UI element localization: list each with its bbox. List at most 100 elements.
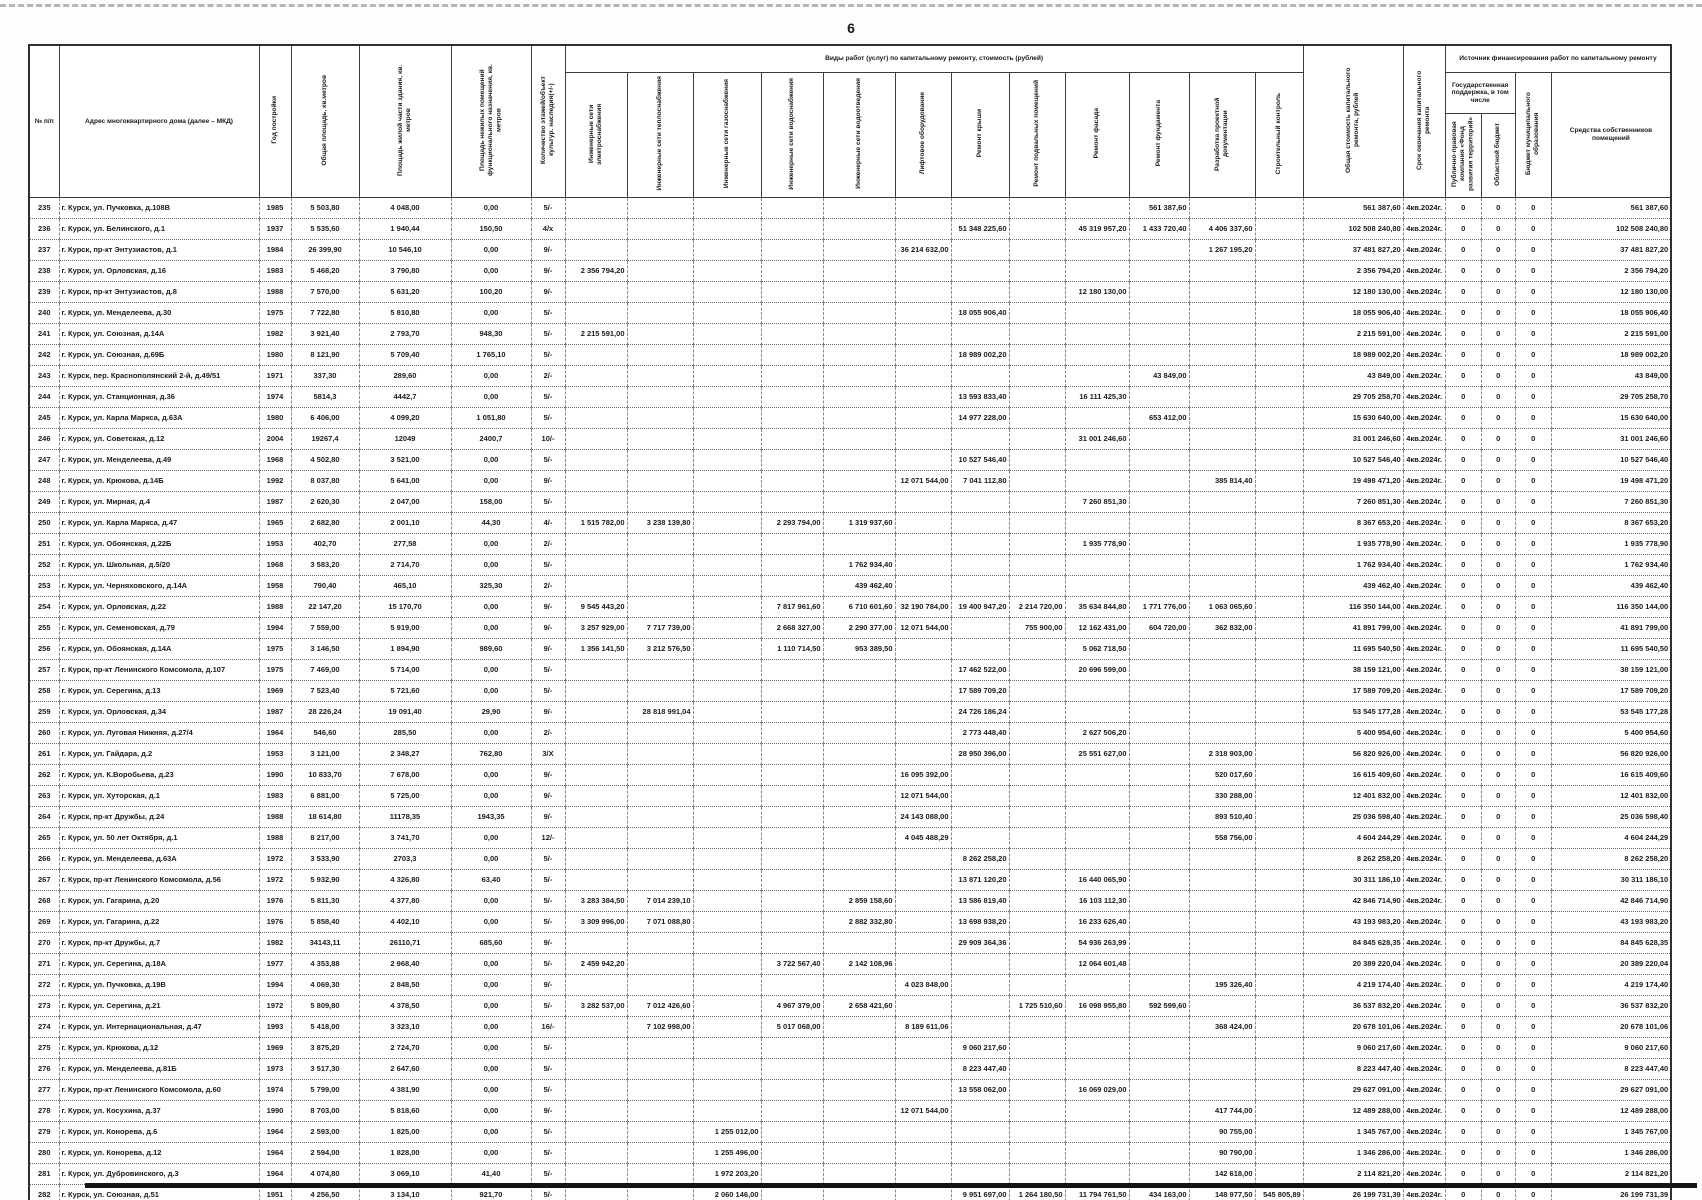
cell-facade <box>1064 343 1130 366</box>
cell-area_nonliving: 29,90 <box>450 700 532 723</box>
cell-area_living: 2703,3 <box>358 847 452 870</box>
cell-foundation <box>1128 952 1190 975</box>
cell-foundation <box>1128 343 1190 366</box>
cell-electric <box>564 238 628 261</box>
cell-deadline: 4кв.2024г. <box>1402 490 1446 513</box>
cell-year: 1964 <box>258 721 292 744</box>
cell-elevator: 36 214 632,00 <box>894 238 952 261</box>
cell-gas <box>692 847 762 870</box>
cell-total_cost: 12 180 130,00 <box>1302 280 1404 303</box>
cell-floors: 5/- <box>530 322 566 345</box>
cell-area_nonliving: 0,00 <box>450 973 532 996</box>
cell-sewerage <box>822 784 896 807</box>
cell-region_budget: 0 <box>1480 238 1516 261</box>
cell-water <box>760 931 824 954</box>
cell-region_budget: 0 <box>1480 280 1516 303</box>
cell-basement <box>1008 406 1066 429</box>
cell-heating: 7 071 088,80 <box>626 910 694 933</box>
table-row: 261 г. Курск, ул. Гайдара, д.2 1953 3 121,0… <box>28 742 1672 765</box>
cell-foundation <box>1128 322 1190 345</box>
cell-foundation <box>1128 469 1190 492</box>
cell-water <box>760 196 824 219</box>
cell-area_total: 3 875,20 <box>290 1036 360 1059</box>
cell-foundation <box>1128 511 1190 534</box>
col-header-area-total: Общая площадь, кв.метров <box>290 44 360 198</box>
cell-elevator <box>894 910 952 933</box>
cell-foundation <box>1128 847 1190 870</box>
cell-sewerage: 2 859 158,60 <box>822 889 896 912</box>
cell-num: 247 <box>28 448 60 471</box>
cell-sewerage <box>822 364 896 387</box>
cell-sewerage <box>822 532 896 555</box>
cell-deadline: 4кв.2024г. <box>1402 574 1446 597</box>
cell-sewerage <box>822 280 896 303</box>
cell-basement <box>1008 196 1066 219</box>
cell-floors: 9/- <box>530 637 566 660</box>
cell-design <box>1188 301 1256 324</box>
table-row: 252 г. Курск, ул. Школьная, д.5/20 1968 3 5… <box>28 553 1672 576</box>
cell-deadline: 4кв.2024г. <box>1402 280 1446 303</box>
cell-deadline: 4кв.2024г. <box>1402 1015 1446 1038</box>
cell-area_total: 6 406,00 <box>290 406 360 429</box>
cell-basement <box>1008 931 1066 954</box>
cell-num: 249 <box>28 490 60 513</box>
cell-elevator <box>894 364 952 387</box>
cell-fund_ppk: 0 <box>1444 1099 1482 1122</box>
cell-address: г. Курск, ул. Орловская, д.34 <box>58 700 260 723</box>
cell-owners_funds: 42 846 714,90 <box>1550 889 1672 912</box>
cell-sewerage <box>822 448 896 471</box>
cell-area_total: 3 533,90 <box>290 847 360 870</box>
cell-area_living: 11178,35 <box>358 805 452 828</box>
cell-design: 142 618,00 <box>1188 1162 1256 1185</box>
cell-design <box>1188 910 1256 933</box>
cell-owners_funds: 29 627 091,00 <box>1550 1078 1672 1101</box>
cell-roof <box>950 196 1010 219</box>
cell-address: г. Курск, ул. Карла Маркса, д.47 <box>58 511 260 534</box>
cell-control <box>1254 763 1304 786</box>
cell-region_budget: 0 <box>1480 490 1516 513</box>
cell-water <box>760 448 824 471</box>
cell-municipal_budget: 0 <box>1514 301 1552 324</box>
cell-area_nonliving: 0,00 <box>450 910 532 933</box>
cell-area_living: 2 047,00 <box>358 490 452 513</box>
cell-facade <box>1064 238 1130 261</box>
cell-gas <box>692 427 762 450</box>
cell-region_budget: 0 <box>1480 868 1516 891</box>
cell-elevator <box>894 868 952 891</box>
cell-foundation <box>1128 742 1190 765</box>
cell-heating <box>626 1099 694 1122</box>
cell-gas <box>692 973 762 996</box>
cell-gas <box>692 1036 762 1059</box>
cell-municipal_budget: 0 <box>1514 343 1552 366</box>
table-row: 273 г. Курск, ул. Серегина, д.21 1972 5 809… <box>28 994 1672 1017</box>
cell-deadline: 4кв.2024г. <box>1402 805 1446 828</box>
cell-region_budget: 0 <box>1480 259 1516 282</box>
cell-area_living: 5 709,40 <box>358 343 452 366</box>
cell-fund_ppk: 0 <box>1444 385 1482 408</box>
cell-year: 1980 <box>258 406 292 429</box>
cell-sewerage <box>822 238 896 261</box>
col-header-roof: Ремонт крыши <box>950 72 1010 198</box>
cell-sewerage <box>822 658 896 681</box>
cell-sewerage <box>822 931 896 954</box>
table-row: 242 г. Курск, ул. Союзная, д.69Б 1980 8 121… <box>28 343 1672 366</box>
table-row: 250 г. Курск, ул. Карла Маркса, д.47 1965 2… <box>28 511 1672 534</box>
cell-heating <box>626 406 694 429</box>
cell-deadline: 4кв.2024г. <box>1402 595 1446 618</box>
cell-control <box>1254 196 1304 219</box>
cell-area_total: 7 523,40 <box>290 679 360 702</box>
cell-floors: 2/- <box>530 364 566 387</box>
cell-sewerage <box>822 1057 896 1080</box>
cell-area_total: 5814,3 <box>290 385 360 408</box>
cell-facade <box>1064 1036 1130 1059</box>
table-row: 266 г. Курск, ул. Менделеева, д.63А 1972 3 … <box>28 847 1672 870</box>
cell-num: 282 <box>28 1183 60 1200</box>
cell-num: 239 <box>28 280 60 303</box>
cell-electric <box>564 679 628 702</box>
cell-foundation <box>1128 427 1190 450</box>
cell-heating <box>626 805 694 828</box>
cell-num: 262 <box>28 763 60 786</box>
cell-area_living: 3 741,70 <box>358 826 452 849</box>
cell-elevator: 12 071 544,00 <box>894 1099 952 1122</box>
cell-foundation <box>1128 448 1190 471</box>
